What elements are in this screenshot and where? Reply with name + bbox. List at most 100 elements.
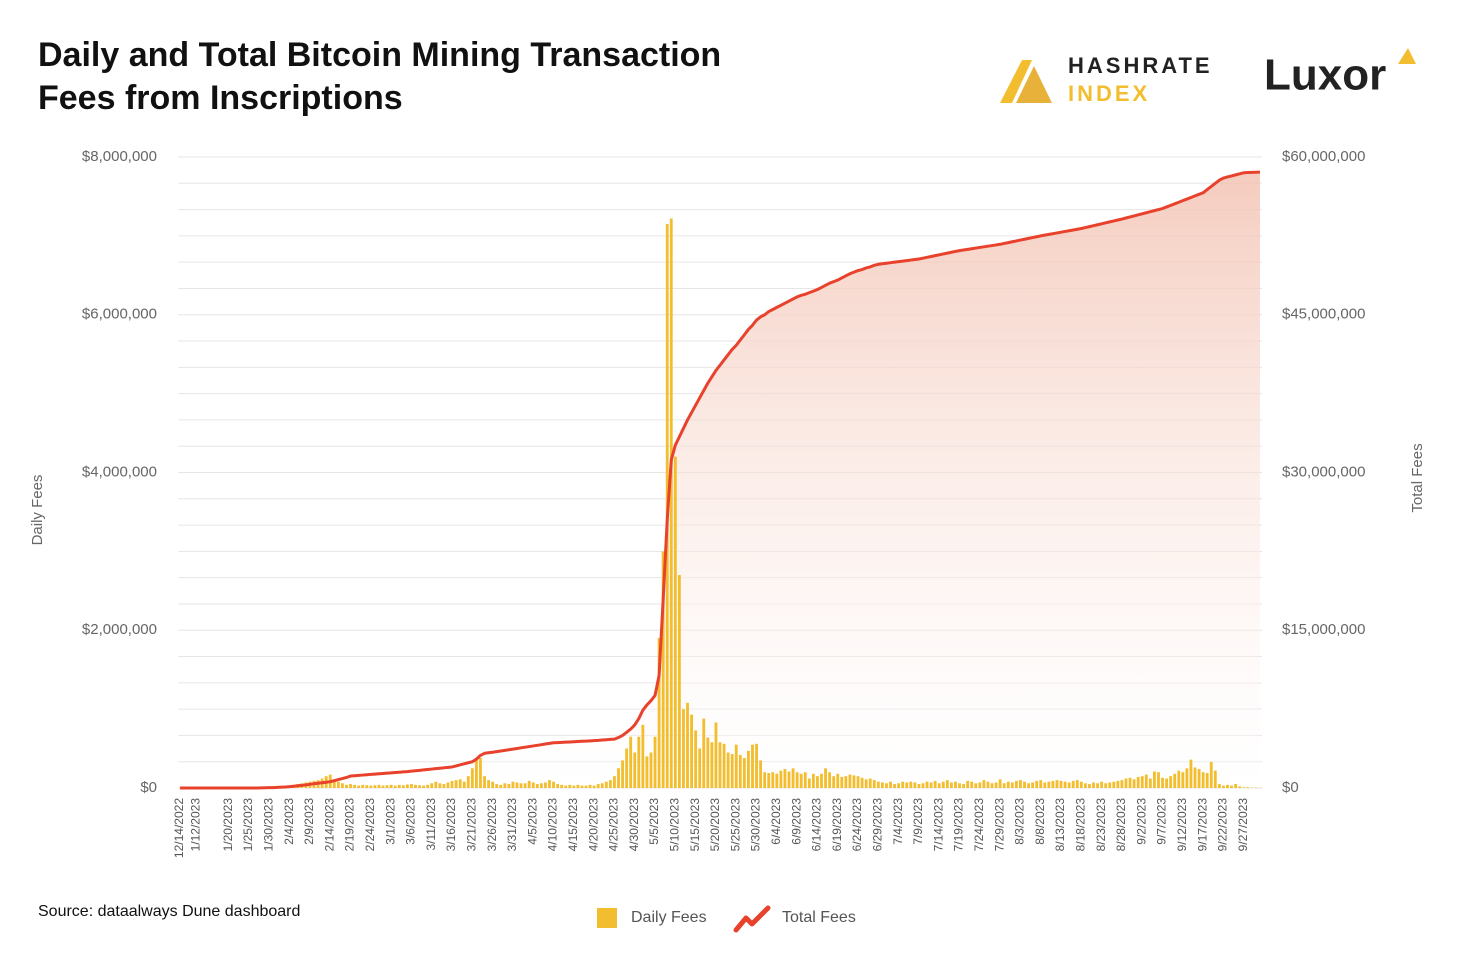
bar — [1075, 780, 1079, 788]
bar — [556, 784, 560, 788]
bar — [954, 781, 957, 788]
x-tick-label: 8/8/2023 — [1033, 798, 1047, 845]
bar — [438, 783, 442, 788]
bar — [592, 785, 596, 788]
logo-icon — [1398, 48, 1416, 64]
x-tick-label: 3/6/2023 — [404, 798, 418, 845]
bar — [1201, 772, 1205, 788]
bar — [901, 781, 905, 788]
bar — [799, 773, 803, 788]
bar — [1019, 780, 1022, 788]
x-tick-label: 6/29/2023 — [871, 798, 885, 852]
y2-tick-label: $15,000,000 — [1282, 621, 1365, 638]
bar — [519, 783, 523, 788]
x-tick-label: 12/14/2022 — [172, 798, 186, 858]
bar — [1177, 770, 1181, 788]
hashrate-logo: HASHRATE INDEX — [1000, 53, 1213, 106]
legend: Daily Fees Total Fees — [597, 905, 856, 933]
bar — [539, 783, 543, 788]
bar — [1140, 776, 1144, 788]
x-tick-label: 7/9/2023 — [911, 798, 925, 845]
bar — [552, 781, 555, 788]
bar — [962, 784, 966, 788]
x-tick-label: 3/21/2023 — [465, 798, 479, 852]
bar — [629, 736, 633, 788]
bar — [1136, 776, 1140, 788]
bar — [949, 782, 953, 788]
bar — [418, 785, 421, 788]
bar — [1002, 783, 1006, 788]
bar — [357, 785, 361, 788]
bar — [872, 780, 876, 788]
bar — [1189, 759, 1193, 788]
bar — [893, 784, 896, 788]
bar — [1063, 781, 1067, 788]
bar — [515, 782, 519, 788]
bar — [852, 775, 856, 788]
bar — [369, 785, 373, 788]
area — [180, 172, 1260, 788]
bar — [649, 752, 653, 788]
bar — [1120, 780, 1124, 788]
x-tick-label: 9/27/2023 — [1236, 798, 1250, 852]
x-tick-label: 5/20/2023 — [708, 798, 722, 852]
bar — [1023, 781, 1026, 788]
bar — [479, 758, 482, 788]
legend-swatch — [597, 908, 617, 928]
x-tick-label: 4/20/2023 — [586, 798, 600, 852]
x-tick-label: 2/4/2023 — [282, 798, 296, 845]
bar — [990, 783, 994, 788]
x-tick-label: 4/10/2023 — [546, 798, 560, 852]
bar — [1010, 782, 1014, 788]
bar — [673, 456, 677, 788]
bar — [491, 781, 495, 788]
bar — [734, 744, 738, 788]
logo-text: HASHRATE — [1068, 53, 1213, 78]
bar — [803, 772, 807, 788]
x-tick-label: 6/9/2023 — [789, 798, 803, 845]
bar — [710, 742, 714, 788]
bar — [1209, 761, 1213, 788]
bar — [641, 724, 645, 788]
bar — [645, 756, 649, 788]
x-tick-label: 2/24/2023 — [363, 798, 377, 852]
bar — [442, 784, 446, 788]
x-tick-label: 8/3/2023 — [1013, 798, 1027, 845]
bar — [722, 743, 726, 788]
x-tick-label: 1/30/2023 — [262, 798, 276, 852]
bar — [470, 768, 474, 788]
x-tick-label: 7/4/2023 — [891, 798, 905, 845]
bar — [1014, 780, 1018, 788]
bar — [377, 784, 381, 788]
bar — [466, 776, 470, 788]
bar — [483, 776, 486, 788]
bar — [613, 776, 616, 788]
bar — [1039, 780, 1043, 788]
bar — [929, 782, 933, 788]
bar — [880, 782, 884, 788]
bar — [702, 718, 706, 788]
x-tick-label: 1/12/2023 — [188, 798, 202, 852]
bar — [405, 784, 409, 788]
bar — [410, 784, 413, 788]
logo-icon — [1000, 60, 1032, 103]
bar — [1083, 783, 1087, 788]
bar — [994, 782, 998, 788]
x-tick-label: 3/16/2023 — [444, 798, 458, 852]
bar — [332, 779, 336, 788]
bar — [763, 772, 767, 788]
bar — [958, 783, 961, 788]
bar — [1132, 779, 1136, 788]
bar — [588, 784, 592, 788]
bar — [714, 722, 718, 788]
bar — [986, 781, 990, 788]
x-tick-label: 6/14/2023 — [810, 798, 824, 852]
x-tick-label: 4/15/2023 — [566, 798, 580, 852]
bar — [625, 748, 629, 788]
bar — [560, 784, 564, 788]
bar — [832, 776, 836, 788]
bar — [633, 752, 637, 788]
bar — [1144, 774, 1148, 788]
bar — [580, 785, 584, 788]
bar — [1165, 778, 1169, 788]
